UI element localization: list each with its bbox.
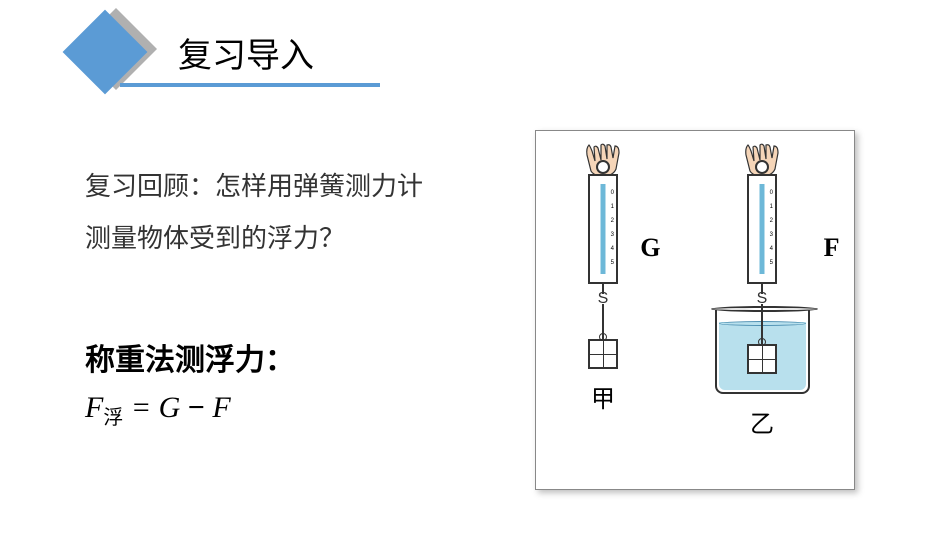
spring-scale-b: 0 1 2 3 4 5	[747, 174, 777, 284]
formula-rhs-f: F	[212, 391, 230, 424]
beaker	[715, 309, 810, 394]
formula-title: 称重法测浮力：	[85, 335, 295, 379]
formula-block: 称重法测浮力： F浮 = G − F	[85, 335, 295, 430]
scale-marks-b: 0 1 2 3 4 5	[770, 186, 773, 270]
weight-a	[588, 339, 618, 369]
label-g: G	[640, 233, 660, 263]
formula-equals: =	[123, 391, 158, 424]
scale-marks-a: 0 1 2 3 4 5	[611, 186, 614, 270]
weight-b	[747, 344, 777, 374]
caption-b: 乙	[750, 404, 774, 439]
page-title: 复习导入	[178, 28, 314, 77]
hook-b: S	[756, 284, 768, 304]
review-question: 复习回顾：怎样用弹簧测力计 测量物体受到的浮力？	[85, 160, 423, 264]
header: 复习导入	[0, 0, 950, 110]
spring-scale-a: 0 1 2 3 4 5	[588, 174, 618, 284]
question-line-1: 复习回顾：怎样用弹簧测力计	[85, 160, 423, 212]
label-f: F	[824, 233, 840, 263]
setup-a: 0 1 2 3 4 5 S 甲 G	[581, 143, 626, 414]
caption-a: 甲	[591, 379, 615, 414]
formula-lhs: F	[85, 391, 103, 424]
experiment-diagram: 0 1 2 3 4 5 S 甲 G 0 1 2 3 4 5 S	[535, 130, 855, 490]
formula-equation: F浮 = G − F	[85, 391, 295, 430]
title-underline	[120, 83, 380, 87]
hook-a: S	[597, 284, 609, 304]
formula-lhs-sub: 浮	[103, 407, 123, 429]
formula-minus: −	[180, 391, 212, 424]
formula-rhs-g: G	[159, 391, 181, 424]
question-line-2: 测量物体受到的浮力？	[85, 212, 423, 264]
setup-b: 0 1 2 3 4 5 S 乙 F	[715, 143, 810, 439]
